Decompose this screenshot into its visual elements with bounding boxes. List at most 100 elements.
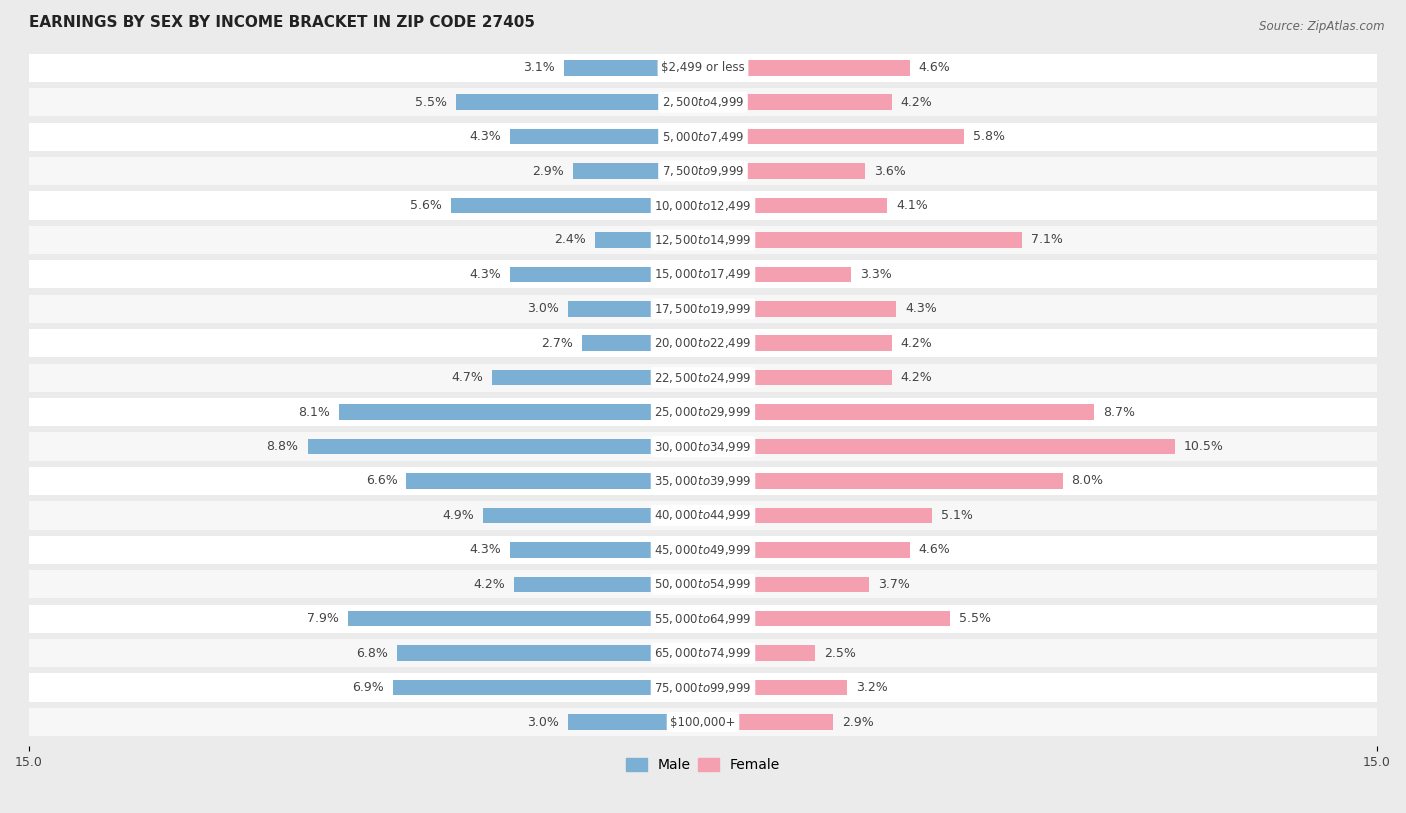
Bar: [703, 94, 891, 110]
Bar: [451, 198, 703, 213]
Bar: [703, 60, 910, 76]
Text: EARNINGS BY SEX BY INCOME BRACKET IN ZIP CODE 27405: EARNINGS BY SEX BY INCOME BRACKET IN ZIP…: [30, 15, 534, 30]
Bar: [703, 439, 1175, 454]
Text: 4.9%: 4.9%: [441, 509, 474, 522]
FancyBboxPatch shape: [30, 467, 1376, 495]
Text: 5.1%: 5.1%: [941, 509, 973, 522]
Text: 8.8%: 8.8%: [267, 440, 298, 453]
Text: 3.1%: 3.1%: [523, 61, 555, 74]
Bar: [398, 646, 703, 661]
Text: $2,500 to $4,999: $2,500 to $4,999: [662, 95, 744, 109]
Text: $75,000 to $99,999: $75,000 to $99,999: [654, 680, 752, 694]
FancyBboxPatch shape: [30, 54, 1376, 82]
Bar: [572, 163, 703, 179]
Text: 3.0%: 3.0%: [527, 715, 560, 728]
Text: 7.9%: 7.9%: [307, 612, 339, 625]
FancyBboxPatch shape: [30, 536, 1376, 564]
FancyBboxPatch shape: [30, 191, 1376, 220]
Text: 6.9%: 6.9%: [352, 681, 384, 694]
Bar: [703, 473, 1063, 489]
FancyBboxPatch shape: [30, 329, 1376, 358]
Bar: [582, 336, 703, 351]
Bar: [568, 715, 703, 730]
Bar: [703, 404, 1094, 420]
Text: 4.3%: 4.3%: [470, 543, 501, 556]
Text: $40,000 to $44,999: $40,000 to $44,999: [654, 508, 752, 523]
Text: 5.8%: 5.8%: [973, 130, 1005, 143]
Text: 4.6%: 4.6%: [918, 61, 950, 74]
FancyBboxPatch shape: [30, 708, 1376, 736]
FancyBboxPatch shape: [30, 363, 1376, 392]
Text: 3.7%: 3.7%: [879, 578, 910, 591]
Bar: [482, 507, 703, 523]
Bar: [564, 60, 703, 76]
Bar: [703, 715, 834, 730]
Bar: [406, 473, 703, 489]
Bar: [568, 301, 703, 316]
Bar: [456, 94, 703, 110]
Bar: [703, 646, 815, 661]
Bar: [703, 198, 887, 213]
Bar: [510, 129, 703, 145]
Text: 8.7%: 8.7%: [1102, 406, 1135, 419]
Text: 7.1%: 7.1%: [1031, 233, 1063, 246]
Bar: [703, 301, 896, 316]
Text: 10.5%: 10.5%: [1184, 440, 1223, 453]
Bar: [703, 233, 1022, 248]
Text: $35,000 to $39,999: $35,000 to $39,999: [654, 474, 752, 488]
Text: Source: ZipAtlas.com: Source: ZipAtlas.com: [1260, 20, 1385, 33]
Text: $20,000 to $22,499: $20,000 to $22,499: [654, 337, 752, 350]
Bar: [510, 542, 703, 558]
Text: 2.9%: 2.9%: [531, 164, 564, 177]
Bar: [349, 611, 703, 627]
Text: $2,499 or less: $2,499 or less: [661, 61, 745, 74]
Text: 5.6%: 5.6%: [411, 199, 443, 212]
Text: $30,000 to $34,999: $30,000 to $34,999: [654, 440, 752, 454]
Bar: [703, 163, 865, 179]
Text: $25,000 to $29,999: $25,000 to $29,999: [654, 405, 752, 420]
Bar: [339, 404, 703, 420]
Bar: [703, 611, 950, 627]
Text: 4.3%: 4.3%: [470, 267, 501, 280]
Text: 3.6%: 3.6%: [873, 164, 905, 177]
Bar: [595, 233, 703, 248]
Text: 3.2%: 3.2%: [856, 681, 887, 694]
FancyBboxPatch shape: [30, 157, 1376, 185]
Text: 2.7%: 2.7%: [541, 337, 572, 350]
Legend: Male, Female: Male, Female: [620, 753, 786, 778]
FancyBboxPatch shape: [30, 260, 1376, 289]
Text: 3.3%: 3.3%: [860, 267, 891, 280]
Bar: [308, 439, 703, 454]
Text: 4.1%: 4.1%: [896, 199, 928, 212]
Text: 2.5%: 2.5%: [824, 646, 856, 659]
Text: 4.2%: 4.2%: [474, 578, 505, 591]
FancyBboxPatch shape: [30, 123, 1376, 150]
Text: 6.6%: 6.6%: [366, 475, 398, 488]
Text: 4.2%: 4.2%: [901, 372, 932, 385]
Bar: [703, 542, 910, 558]
FancyBboxPatch shape: [30, 433, 1376, 461]
Text: $10,000 to $12,499: $10,000 to $12,499: [654, 198, 752, 212]
FancyBboxPatch shape: [30, 398, 1376, 426]
Text: 4.6%: 4.6%: [918, 543, 950, 556]
Text: 4.2%: 4.2%: [901, 337, 932, 350]
Text: 6.8%: 6.8%: [357, 646, 388, 659]
FancyBboxPatch shape: [30, 639, 1376, 667]
FancyBboxPatch shape: [30, 294, 1376, 323]
Text: $45,000 to $49,999: $45,000 to $49,999: [654, 543, 752, 557]
Text: $100,000+: $100,000+: [671, 715, 735, 728]
Bar: [510, 267, 703, 282]
FancyBboxPatch shape: [30, 88, 1376, 116]
FancyBboxPatch shape: [30, 570, 1376, 598]
FancyBboxPatch shape: [30, 226, 1376, 254]
Text: $5,000 to $7,499: $5,000 to $7,499: [662, 129, 744, 144]
FancyBboxPatch shape: [30, 502, 1376, 529]
Text: 8.0%: 8.0%: [1071, 475, 1104, 488]
Bar: [492, 370, 703, 385]
Text: 4.3%: 4.3%: [905, 302, 936, 315]
Text: $12,500 to $14,999: $12,500 to $14,999: [654, 233, 752, 247]
Text: 5.5%: 5.5%: [959, 612, 991, 625]
Text: $17,500 to $19,999: $17,500 to $19,999: [654, 302, 752, 315]
Bar: [703, 576, 869, 592]
Bar: [703, 267, 851, 282]
